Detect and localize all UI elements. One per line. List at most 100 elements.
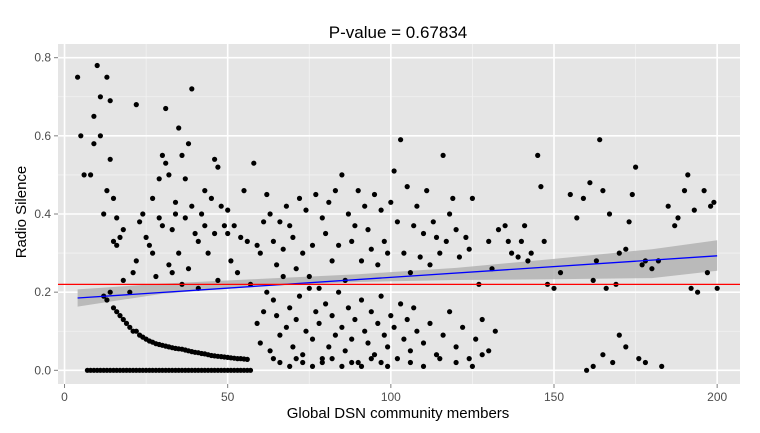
data-point: [492, 328, 498, 334]
data-point: [319, 356, 325, 362]
data-point: [495, 227, 502, 233]
data-point: [606, 211, 613, 217]
data-point: [332, 188, 338, 194]
data-point: [287, 363, 293, 369]
data-point: [264, 289, 270, 295]
data-point: [251, 160, 257, 166]
x-tick-label: 50: [221, 390, 235, 404]
data-point: [414, 203, 420, 209]
data-point: [225, 207, 231, 213]
data-point: [394, 356, 400, 362]
data-point: [277, 332, 283, 338]
x-tick-label: 0: [61, 390, 68, 404]
data-point: [633, 164, 639, 170]
data-point: [385, 363, 391, 369]
data-point: [456, 254, 462, 260]
data-point: [593, 258, 600, 264]
data-point: [398, 301, 404, 307]
data-point: [336, 242, 342, 248]
data-point: [78, 133, 84, 139]
data-point: [199, 211, 205, 217]
data-point: [375, 320, 381, 326]
data-point: [479, 316, 485, 323]
data-point: [163, 105, 169, 112]
data-point: [362, 328, 368, 334]
data-point: [293, 356, 299, 362]
confidence-band: [77, 240, 718, 307]
data-point: [362, 203, 368, 209]
confidence-band-layer: [77, 240, 718, 307]
data-point: [453, 359, 459, 366]
data-point: [401, 250, 407, 256]
data-point: [411, 223, 417, 229]
data-point: [368, 356, 374, 362]
data-point: [433, 234, 440, 240]
data-point: [176, 250, 182, 256]
data-point: [659, 363, 665, 369]
x-tick-label: 200: [707, 390, 727, 404]
data-point: [365, 340, 371, 346]
data-point: [460, 324, 466, 330]
data-point: [300, 352, 306, 358]
data-point: [75, 74, 81, 80]
data-point: [642, 359, 649, 366]
data-point: [303, 328, 309, 334]
data-point: [319, 215, 325, 221]
data-point: [590, 277, 596, 283]
data-point: [538, 184, 544, 190]
data-point: [182, 215, 188, 221]
data-point: [407, 348, 413, 354]
data-point: [293, 316, 299, 323]
data-point: [639, 262, 645, 268]
data-point: [123, 320, 130, 326]
data-point: [437, 250, 443, 256]
data-point: [110, 238, 117, 244]
data-point: [509, 250, 515, 256]
data-point: [388, 199, 394, 205]
data-point: [411, 305, 417, 311]
data-point: [97, 133, 103, 139]
y-tick-label: 0.2: [34, 285, 51, 299]
data-point: [159, 223, 165, 229]
data-point: [352, 316, 358, 323]
data-point: [300, 250, 306, 256]
regression-line: [77, 255, 718, 299]
data-point: [649, 266, 655, 272]
data-point: [420, 363, 427, 369]
data-point: [104, 74, 110, 80]
data-point: [114, 309, 120, 315]
data-point: [447, 309, 453, 315]
data-point: [326, 344, 332, 350]
data-point: [303, 207, 309, 213]
data-point: [267, 211, 273, 217]
data-point: [437, 356, 443, 362]
data-point: [172, 211, 179, 217]
data-point: [133, 102, 139, 108]
x-axis-label: Global DSN community members: [287, 405, 510, 422]
data-point: [518, 238, 525, 244]
data-point: [345, 305, 351, 311]
data-point: [453, 344, 459, 350]
data-point: [287, 223, 293, 229]
data-point: [672, 223, 678, 229]
data-point: [261, 219, 267, 225]
data-point: [264, 191, 270, 198]
data-point: [391, 324, 397, 330]
data-point: [381, 238, 387, 244]
data-point: [515, 254, 521, 260]
data-point: [185, 141, 192, 147]
data-point: [685, 172, 691, 178]
data-point: [597, 137, 603, 143]
data-point: [189, 203, 195, 209]
data-point: [120, 227, 126, 233]
data-point: [329, 313, 335, 319]
data-point: [600, 188, 606, 194]
data-point: [600, 352, 606, 358]
data-point: [231, 223, 237, 229]
data-point: [704, 270, 711, 276]
data-point: [283, 324, 289, 330]
data-point: [143, 234, 149, 240]
data-point: [107, 98, 113, 104]
data-point: [247, 367, 254, 373]
data-point: [283, 203, 289, 209]
